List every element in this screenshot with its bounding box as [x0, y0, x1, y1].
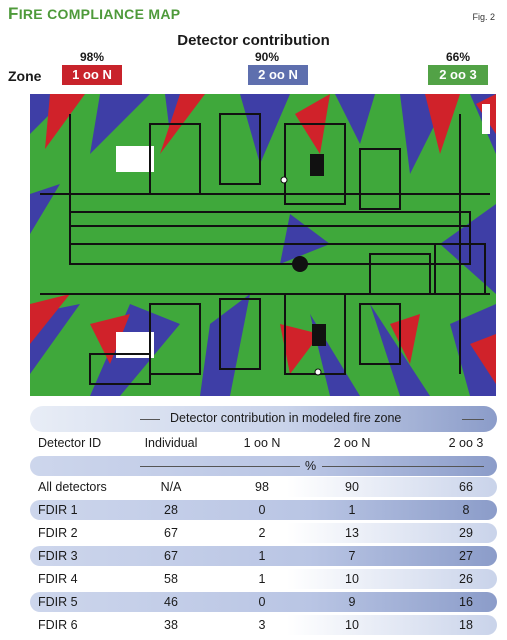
table-row-label: FDIR 2 — [38, 526, 78, 540]
table-cell: 3 — [258, 618, 266, 632]
table-row-label: FDIR 4 — [38, 572, 78, 586]
table-cell: 16 — [459, 595, 473, 609]
zone-3-percent: 66% — [445, 50, 471, 64]
zone-1-badge: 1 oo N — [62, 65, 122, 85]
table-cell: 67 — [164, 526, 178, 540]
table-row-label: FDIR 1 — [38, 503, 78, 517]
unit-rule-right — [322, 466, 484, 467]
column-header-2ooN: 2 oo N — [333, 436, 371, 450]
table-row-label: FDIR 6 — [38, 618, 78, 632]
table-cell: 7 — [348, 549, 356, 563]
unit-rule-left — [140, 466, 300, 467]
table-cell: 2 — [258, 526, 266, 540]
unit-label: % — [305, 459, 317, 473]
column-header-detector-id: Detector ID — [38, 436, 102, 450]
row-stripe — [30, 615, 497, 635]
row-stripe — [30, 500, 497, 520]
table-cell: 27 — [459, 549, 473, 563]
table-cell: N/A — [160, 480, 182, 494]
group-header-rule-left — [140, 419, 160, 420]
table-cell: 1 — [258, 572, 266, 586]
fire-compliance-map — [30, 94, 496, 396]
table-cell: 66 — [459, 480, 473, 494]
column-header-1ooN: 1 oo N — [243, 436, 281, 450]
table-cell: 28 — [164, 503, 178, 517]
row-stripe — [30, 569, 497, 589]
group-header-bar — [30, 406, 497, 432]
plant-structure-outlines — [40, 113, 490, 385]
table-row-label: All detectors — [38, 480, 107, 494]
table-cell: 9 — [348, 595, 356, 609]
table-cell: 58 — [164, 572, 178, 586]
row-stripe — [30, 523, 497, 543]
table-cell: 18 — [459, 618, 473, 632]
table-cell: 13 — [345, 526, 359, 540]
table-cell: 98 — [255, 480, 269, 494]
table-cell: 26 — [459, 572, 473, 586]
group-header-text: Detector contribution in modeled fire zo… — [170, 411, 402, 425]
table-cell: 0 — [258, 595, 266, 609]
figure-number: Fig. 2 — [472, 12, 495, 22]
row-stripe — [30, 477, 497, 497]
table-cell: 67 — [164, 549, 178, 563]
zone-2-percent: 90% — [254, 50, 280, 64]
row-stripe — [30, 592, 497, 612]
table-cell: 46 — [164, 595, 178, 609]
detector-points — [280, 176, 322, 376]
table-cell: 10 — [345, 618, 359, 632]
column-header-individual: Individual — [144, 436, 198, 450]
table-cell: 90 — [345, 480, 359, 494]
contribution-title: Detector contribution — [177, 32, 330, 49]
table-cell: 1 — [348, 503, 356, 517]
table-cell: 8 — [462, 503, 470, 517]
table-cell: 29 — [459, 526, 473, 540]
table-row-label: FDIR 5 — [38, 595, 78, 609]
zone-1-percent: 98% — [79, 50, 105, 64]
group-header-rule-right — [462, 419, 484, 420]
zone-2-badge: 2 oo N — [248, 65, 308, 85]
table-row-label: FDIR 3 — [38, 549, 78, 563]
zone-label: Zone — [8, 68, 42, 84]
column-header-2oo3: 2 oo 3 — [448, 436, 484, 450]
row-stripe — [30, 546, 497, 566]
table-cell: 1 — [258, 549, 266, 563]
zone-3-badge: 2 oo 3 — [428, 65, 488, 85]
equipment-blocks — [292, 154, 326, 346]
table-cell: 38 — [164, 618, 178, 632]
table-cell: 0 — [258, 503, 266, 517]
figure-title: FIRE COMPLIANCE MAP — [8, 4, 181, 23]
table-cell: 10 — [345, 572, 359, 586]
